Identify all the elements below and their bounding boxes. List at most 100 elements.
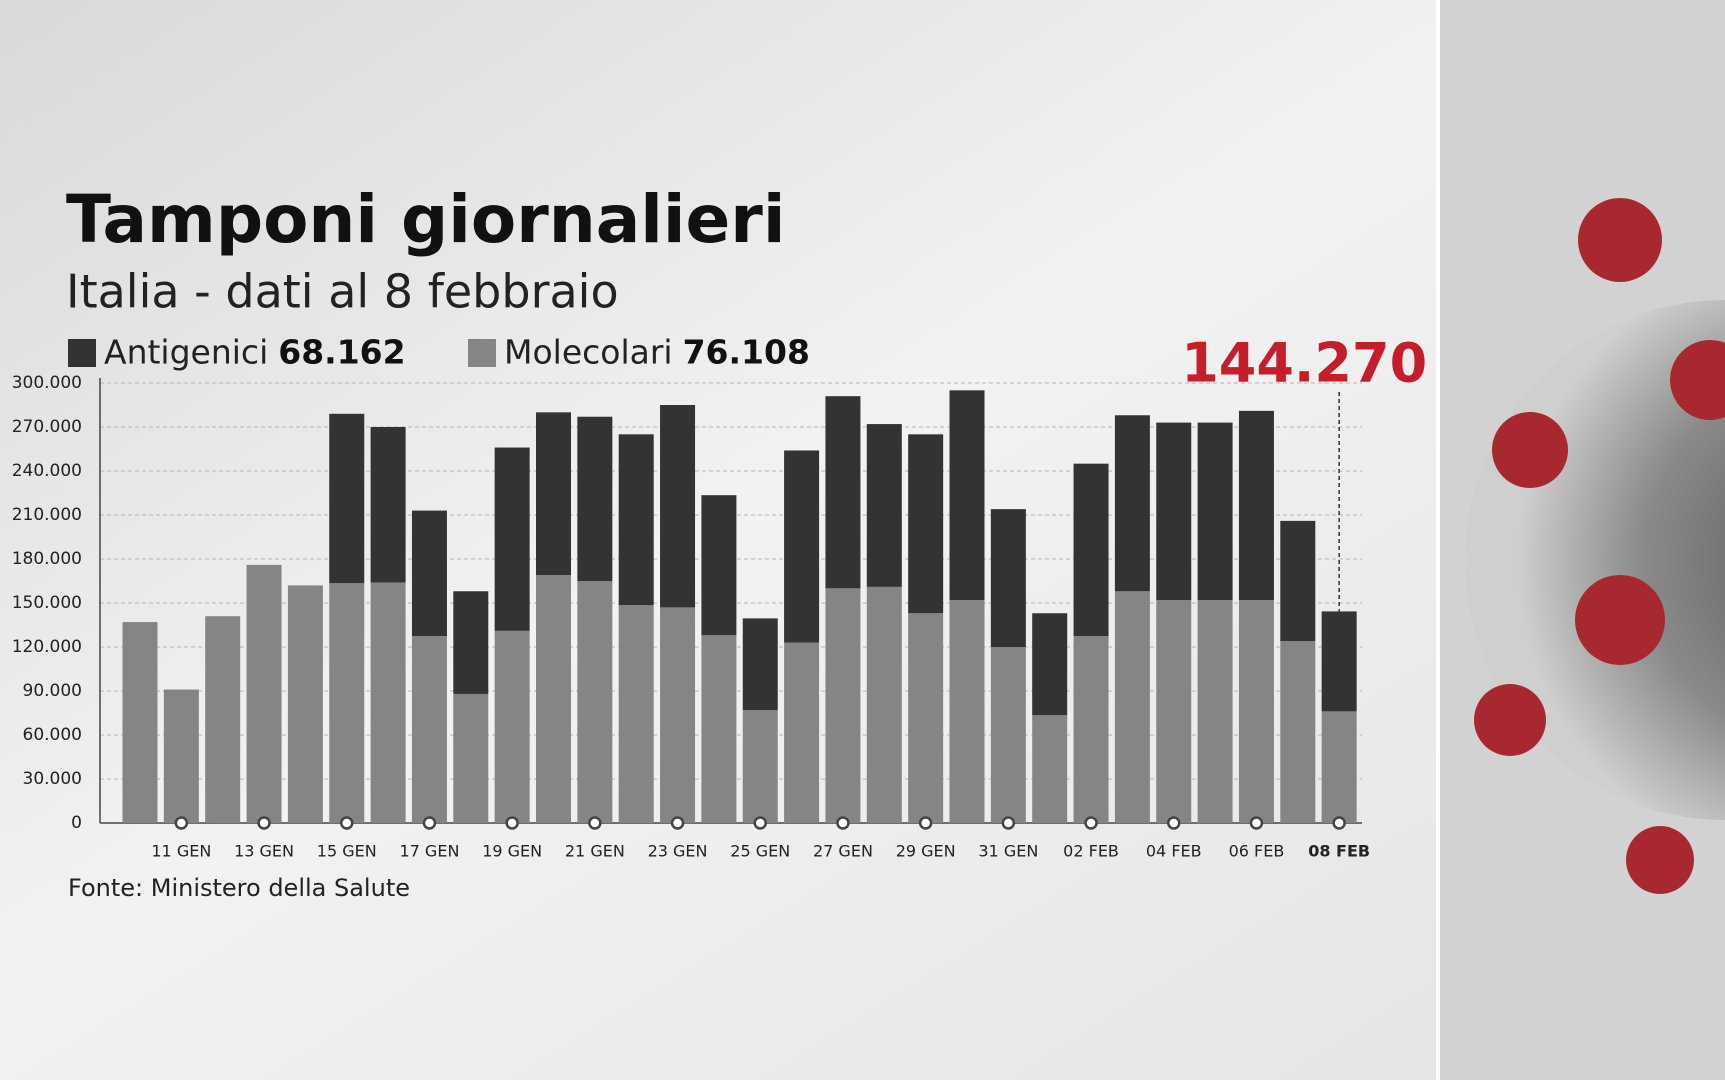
divider xyxy=(1436,0,1440,1080)
x-tick-label: 04 FEB xyxy=(1146,842,1202,861)
bar-segment xyxy=(536,575,571,823)
bar-segment xyxy=(1238,410,1274,601)
x-tick-marker xyxy=(257,816,271,830)
bar-segment xyxy=(1197,600,1233,823)
bar-segment xyxy=(866,424,902,587)
x-tick-label: 29 GEN xyxy=(896,842,956,861)
y-tick-label: 270.000 xyxy=(12,417,82,437)
bar-segment xyxy=(1073,636,1109,823)
bar-segment xyxy=(329,413,365,584)
x-tick-label: 19 GEN xyxy=(482,842,542,861)
x-tick-marker xyxy=(753,816,767,830)
bar-segment xyxy=(990,647,1026,823)
bar-segment xyxy=(742,618,778,711)
bar-segment xyxy=(1114,415,1150,592)
y-tick-label: 120.000 xyxy=(12,637,82,657)
bar-segment xyxy=(577,581,613,823)
bar-segment xyxy=(1280,641,1316,823)
bar-segment xyxy=(908,613,944,823)
bar-segment xyxy=(618,434,654,606)
virus-spikes xyxy=(1474,198,1725,894)
bar-segment xyxy=(1114,591,1150,823)
x-tick-label: 11 GEN xyxy=(151,842,211,861)
x-tick-label: 25 GEN xyxy=(730,842,790,861)
bar-segment xyxy=(577,416,613,581)
y-tick-label: 240.000 xyxy=(12,461,82,481)
x-tick-marker xyxy=(1167,816,1181,830)
x-tick-label: 17 GEN xyxy=(399,842,459,861)
legend-swatch xyxy=(468,339,496,367)
x-tick-label: 27 GEN xyxy=(813,842,873,861)
x-tick-marker xyxy=(340,816,354,830)
chart-subtitle: Italia - dati al 8 febbraio xyxy=(66,265,619,319)
bar-segment xyxy=(453,591,489,694)
bar-segment xyxy=(494,447,530,631)
x-tick-label: 08 FEB xyxy=(1308,842,1370,861)
bar-segment xyxy=(825,396,861,589)
legend-label: Molecolari xyxy=(504,333,673,372)
bar-segment xyxy=(1156,600,1192,823)
bar-segment xyxy=(163,689,199,823)
x-tick-label: 13 GEN xyxy=(234,842,294,861)
y-tick-label: 210.000 xyxy=(12,505,82,525)
bar-segment xyxy=(660,405,696,608)
x-tick-marker xyxy=(174,816,189,830)
bar-segment xyxy=(1197,422,1233,601)
x-tick-marker xyxy=(505,816,519,830)
x-tick-label: 06 FEB xyxy=(1229,842,1285,861)
x-tick-label: 31 GEN xyxy=(978,842,1038,861)
bar-segment xyxy=(370,427,406,583)
bar-segment xyxy=(784,642,820,823)
bar-segment xyxy=(1238,600,1274,823)
y-tick-label: 180.000 xyxy=(12,549,82,569)
bar-segment xyxy=(536,412,571,576)
bar-segment xyxy=(618,605,654,823)
bar-segment xyxy=(660,607,696,823)
bar-segment xyxy=(494,630,530,823)
legend-swatch xyxy=(68,339,96,367)
legend-label: Antigenici xyxy=(104,333,268,372)
bar-segment xyxy=(701,495,737,636)
bar-segment xyxy=(411,636,447,823)
chart-title: Tamponi giornalieri xyxy=(66,181,785,258)
bar-segment xyxy=(701,635,737,823)
x-tick-marker xyxy=(918,816,933,830)
x-tick-marker xyxy=(836,816,850,830)
x-tick-label: 02 FEB xyxy=(1063,842,1119,861)
source: Fonte: Ministero della Salute xyxy=(68,874,410,902)
bar-segment xyxy=(1321,711,1357,823)
bar-segment xyxy=(370,582,406,823)
bar-segment xyxy=(866,586,902,823)
total-label: 144.270 xyxy=(1181,332,1427,395)
x-tick-label: 23 GEN xyxy=(648,842,708,861)
bar-segment xyxy=(122,622,158,823)
bar-segment xyxy=(1032,613,1068,716)
y-tick-label: 150.000 xyxy=(12,593,82,613)
bar-segment xyxy=(949,390,985,601)
x-tick-marker xyxy=(588,816,602,830)
bar-segment xyxy=(453,693,489,823)
x-tick-marker xyxy=(1001,816,1016,830)
bar-segment xyxy=(990,509,1026,647)
y-tick-label: 30.000 xyxy=(23,769,82,789)
bar-segment xyxy=(949,600,985,823)
y-tick-label: 300.000 xyxy=(12,373,82,393)
bar-segment xyxy=(1073,463,1109,636)
x-tick-marker xyxy=(422,816,437,830)
bar-segment xyxy=(825,588,861,823)
bar-segment xyxy=(329,583,365,823)
x-tick-marker xyxy=(670,816,685,830)
x-tick-label: 21 GEN xyxy=(565,842,625,861)
x-tick-marker xyxy=(1084,816,1098,830)
bar-segment xyxy=(287,585,323,823)
legend-value: 68.162 xyxy=(278,333,405,372)
legend-value: 76.108 xyxy=(683,333,810,372)
y-tick-label: 60.000 xyxy=(23,725,82,745)
bar-segment xyxy=(908,434,944,614)
bar-segment xyxy=(784,450,820,643)
y-tick-label: 0 xyxy=(71,813,82,833)
x-tick-marker xyxy=(1332,816,1346,830)
bar-segment xyxy=(246,564,282,823)
bar-segment xyxy=(742,710,778,823)
